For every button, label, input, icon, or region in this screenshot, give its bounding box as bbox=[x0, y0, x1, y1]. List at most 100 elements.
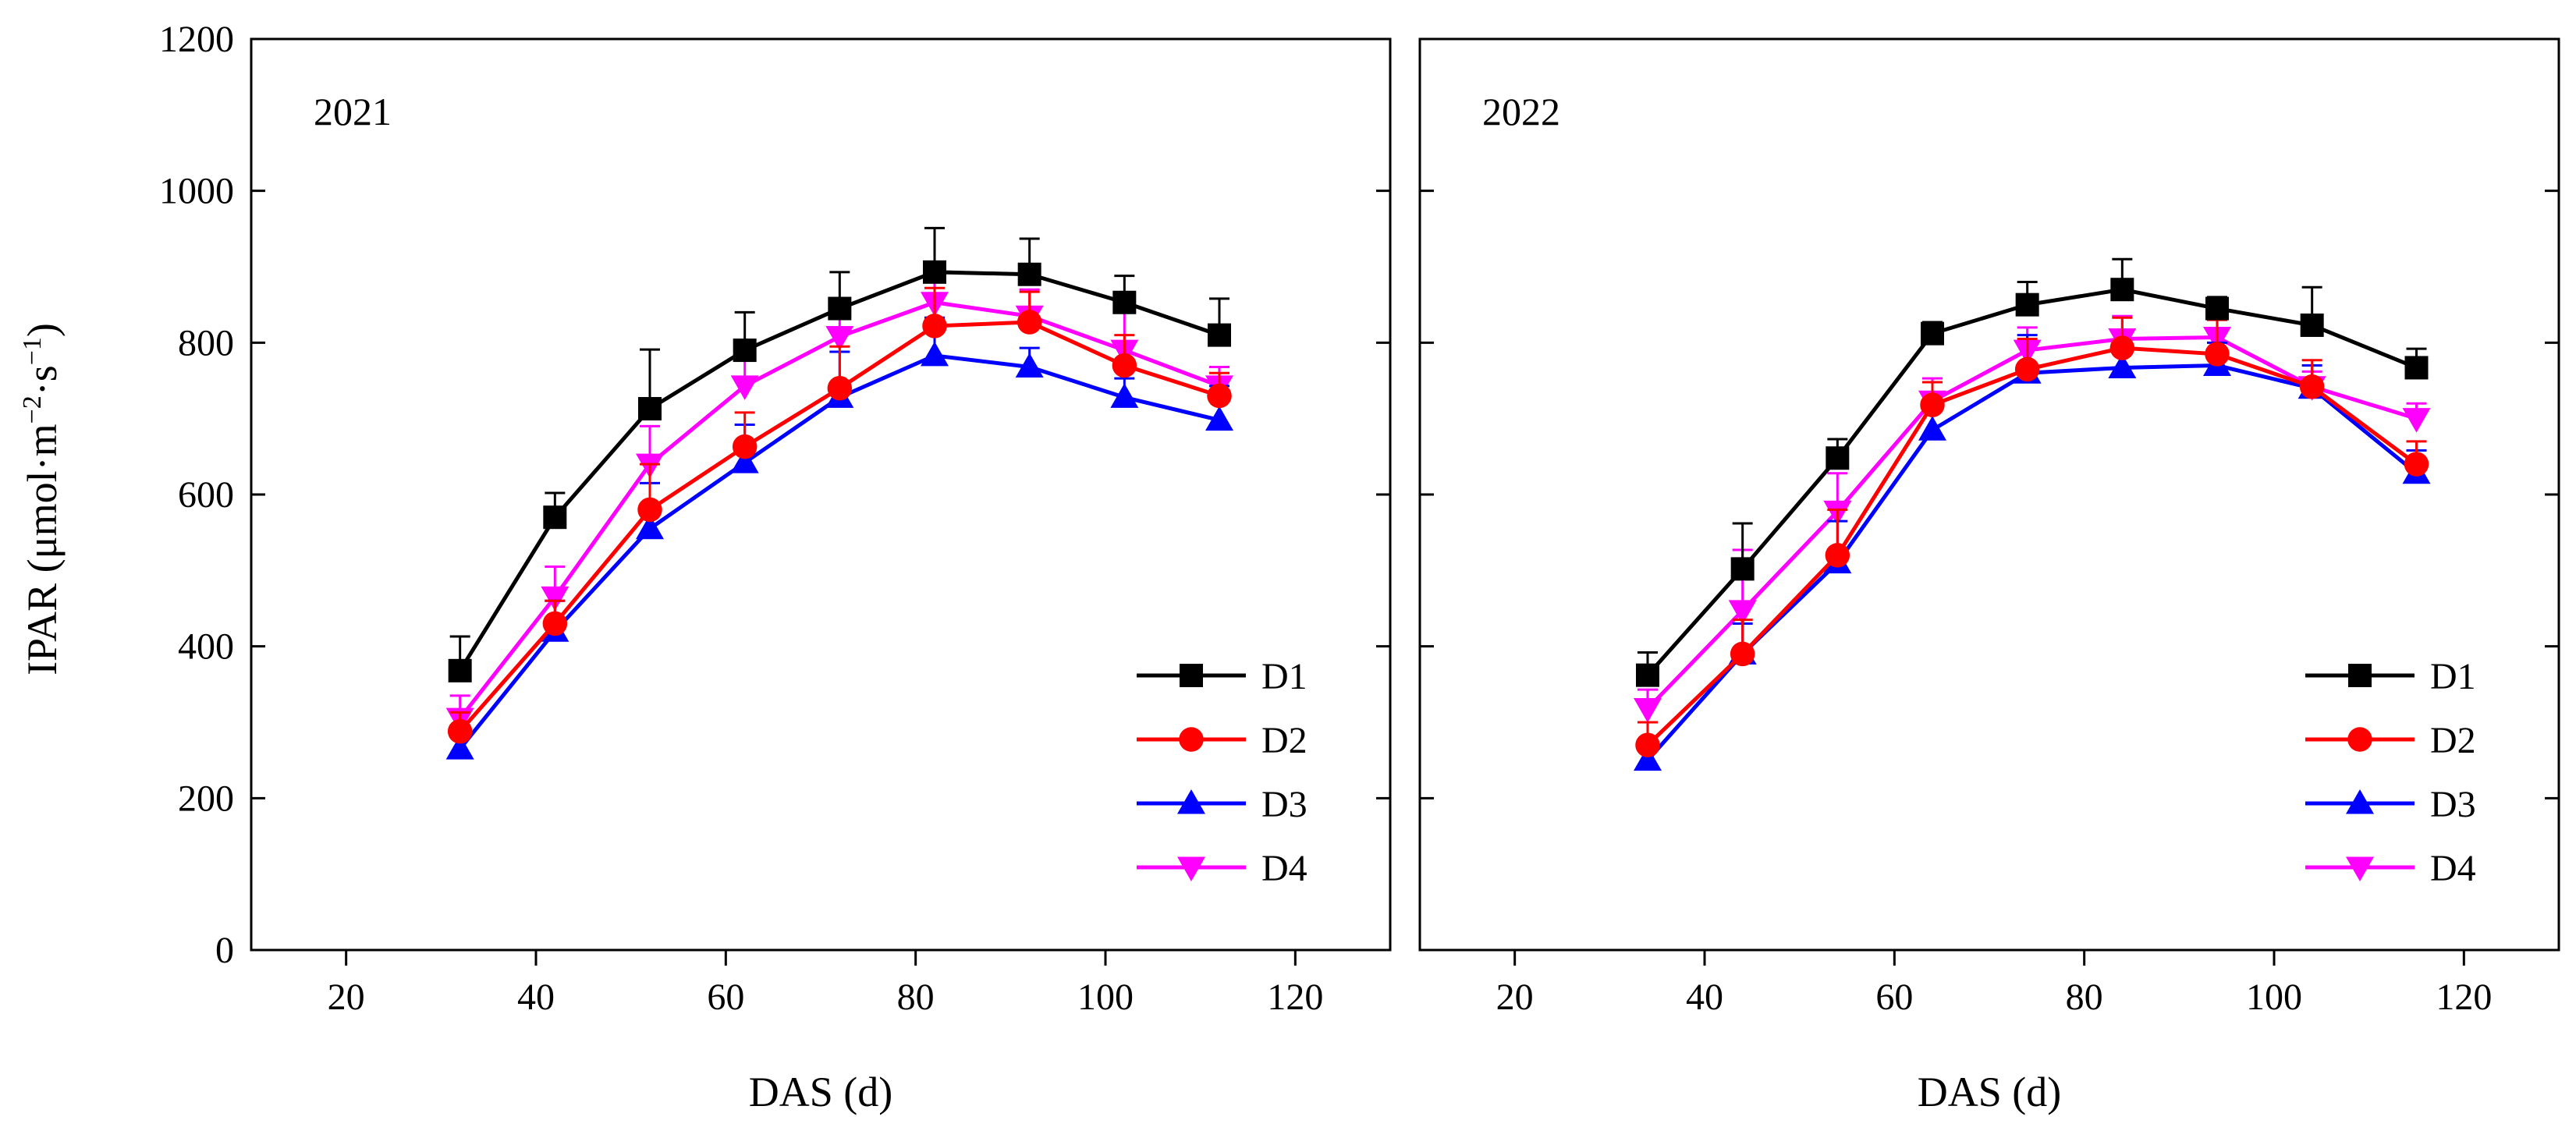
data-point bbox=[1017, 310, 1042, 335]
data-point bbox=[638, 397, 662, 421]
data-point bbox=[827, 375, 853, 401]
data-point bbox=[825, 326, 854, 351]
data-point bbox=[1112, 290, 1137, 314]
data-point bbox=[2014, 356, 2040, 382]
data-point bbox=[733, 339, 757, 363]
legend-label: D3 bbox=[2430, 784, 2476, 825]
y-tick-label: 1000 bbox=[159, 171, 234, 212]
x-axis-title: DAS (d) bbox=[749, 1069, 893, 1115]
x-tick-label: 80 bbox=[2066, 977, 2103, 1018]
data-point bbox=[445, 735, 474, 760]
data-point bbox=[542, 611, 568, 636]
legend-marker bbox=[1179, 727, 1204, 752]
data-point bbox=[2402, 408, 2431, 433]
legend-label: D4 bbox=[1261, 848, 1308, 889]
legend-marker bbox=[1177, 856, 1205, 881]
data-point bbox=[1015, 353, 1044, 378]
series-D1 bbox=[1636, 257, 2429, 687]
data-point bbox=[2015, 292, 2039, 317]
data-point bbox=[637, 497, 662, 523]
x-tick-label: 40 bbox=[517, 977, 555, 1018]
series-D2 bbox=[447, 286, 1232, 744]
y-tick-label: 0 bbox=[215, 930, 234, 971]
x-tick-label: 60 bbox=[707, 977, 744, 1018]
data-point bbox=[1017, 262, 1041, 286]
legend-label: D4 bbox=[2430, 848, 2476, 889]
series-D2 bbox=[1635, 316, 2429, 757]
x-tick-label: 120 bbox=[2436, 977, 2492, 1018]
data-point bbox=[1918, 416, 1946, 441]
data-point bbox=[1205, 406, 1233, 431]
data-point bbox=[447, 718, 473, 744]
x-tick-label: 120 bbox=[1267, 977, 1323, 1018]
data-point bbox=[1636, 663, 1659, 687]
plot-frame bbox=[250, 37, 1392, 952]
series-line bbox=[458, 353, 1220, 750]
panel-year-label: 2021 bbox=[314, 90, 392, 133]
panel-2021: 0 200 400 600 800 1000 1200 20 40 60 80 100 120 DAS (… bbox=[159, 19, 1392, 1115]
data-point bbox=[2300, 313, 2324, 337]
x-tick-label: 40 bbox=[1686, 977, 1723, 1018]
data-point bbox=[1730, 557, 1755, 581]
legend-marker bbox=[2348, 664, 2372, 687]
data-point bbox=[2109, 335, 2135, 360]
data-point bbox=[730, 448, 759, 473]
series-D3 bbox=[1634, 334, 2431, 771]
panel-year-label: 2022 bbox=[1482, 90, 1560, 133]
data-point bbox=[541, 586, 569, 612]
data-point bbox=[2404, 356, 2429, 380]
data-point bbox=[1826, 446, 1850, 470]
data-point bbox=[636, 514, 664, 540]
data-point bbox=[1635, 732, 1660, 757]
data-point bbox=[1208, 323, 1231, 347]
x-tick-label: 100 bbox=[1077, 977, 1134, 1018]
legend-label: D2 bbox=[2430, 720, 2476, 761]
data-point bbox=[2404, 452, 2429, 477]
legend-label: D3 bbox=[1261, 784, 1308, 825]
y-tick-label: 200 bbox=[178, 778, 234, 819]
series-line bbox=[1646, 335, 2418, 711]
legend-marker bbox=[2346, 856, 2374, 881]
data-point bbox=[1634, 746, 1662, 771]
data-point bbox=[2110, 278, 2134, 302]
data-point bbox=[828, 296, 852, 321]
data-point bbox=[1825, 543, 1850, 568]
x-tick-label: 80 bbox=[897, 977, 935, 1018]
x-tick-label: 20 bbox=[328, 977, 365, 1018]
y-axis-title: IPAR (μmol·m−2·s−1) bbox=[18, 323, 66, 675]
data-point bbox=[922, 314, 947, 339]
data-point bbox=[1921, 321, 1944, 346]
data-point bbox=[1728, 600, 1757, 625]
data-point bbox=[2205, 342, 2230, 367]
data-point bbox=[543, 505, 567, 530]
x-tick-label: 20 bbox=[1496, 977, 1534, 1018]
legend-marker bbox=[1180, 664, 1203, 687]
data-point bbox=[732, 434, 758, 459]
data-point bbox=[1730, 641, 1755, 667]
legend-marker bbox=[2346, 789, 2374, 814]
x-tick-label: 60 bbox=[1875, 977, 1913, 1018]
data-point bbox=[1207, 383, 1232, 409]
y-tick-label: 600 bbox=[178, 474, 234, 516]
series-line bbox=[1646, 363, 2418, 762]
data-point bbox=[1110, 383, 1139, 408]
data-point bbox=[1112, 353, 1137, 378]
series-D4 bbox=[445, 271, 1233, 733]
series-D1 bbox=[448, 226, 1231, 682]
panel-2022: 20 40 60 80 100 120 DAS (d) 2022 D1 D2 D3 D4 bbox=[1418, 37, 2560, 1115]
x-axis-title: DAS (d) bbox=[1918, 1069, 2062, 1115]
data-point bbox=[448, 658, 472, 682]
y-tick-label: 800 bbox=[178, 322, 234, 363]
y-tick-label: 1200 bbox=[159, 19, 234, 60]
y-tick-label: 400 bbox=[178, 626, 234, 668]
plot-frame bbox=[1418, 37, 2560, 952]
data-point bbox=[1634, 697, 1662, 723]
x-tick-label: 100 bbox=[2246, 977, 2302, 1018]
legend-label: D2 bbox=[1261, 720, 1308, 761]
data-point bbox=[1920, 392, 1945, 417]
panels-layer: 0 200 400 600 800 1000 1200 20 40 60 80 100 120 DAS (… bbox=[159, 19, 2560, 1115]
data-point bbox=[730, 375, 759, 400]
data-point bbox=[923, 260, 946, 284]
legend-label: D1 bbox=[1261, 656, 1308, 697]
